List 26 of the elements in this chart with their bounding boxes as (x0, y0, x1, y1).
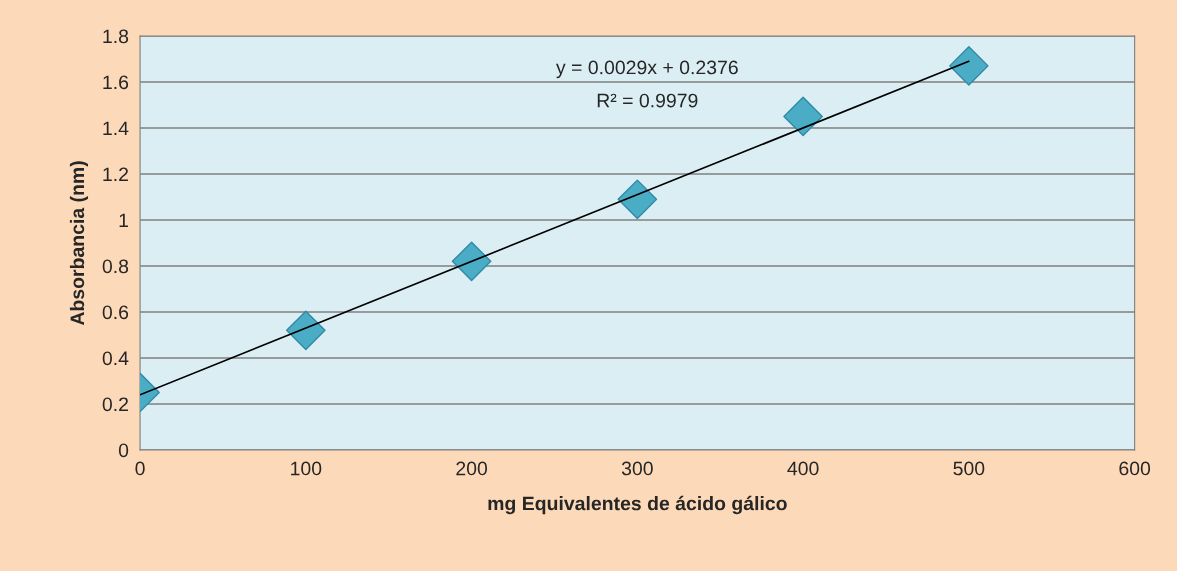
y-axis-title: Absorbancia (nm) (69, 161, 89, 326)
x-tick-label: 600 (1119, 461, 1151, 476)
y-tick-label: 0.2 (102, 397, 128, 412)
x-tick-label: 500 (953, 461, 985, 476)
x-tick-label: 200 (456, 461, 488, 476)
y-tick-label: 1 (119, 213, 128, 228)
x-tick-label: 0 (135, 461, 145, 476)
y-tick-label: 1.8 (103, 29, 129, 44)
x-tick-label: 300 (621, 461, 653, 476)
y-tick-label: 0.6 (102, 305, 129, 320)
point (783, 96, 823, 137)
x-tick-label: 100 (291, 461, 322, 476)
annotation: y = 0.0029x + 0.2376 (555, 60, 738, 79)
y-tick-label: 0.8 (102, 259, 129, 274)
y-tick-label: 1.6 (103, 75, 129, 90)
point (451, 241, 492, 282)
y-tick-label: 1.2 (103, 167, 128, 182)
point (949, 46, 989, 86)
point (285, 310, 326, 351)
x-tick-label: 400 (787, 461, 819, 476)
y-tick-label: 1.4 (103, 121, 129, 136)
annotation: R² = 0.9979 (597, 93, 698, 108)
x-axis-title: mg Equivalentes de ácido gálico (488, 495, 787, 515)
y-tick-label: 0.4 (102, 351, 129, 366)
point (617, 179, 658, 220)
y-tick-label: 0 (118, 443, 129, 458)
